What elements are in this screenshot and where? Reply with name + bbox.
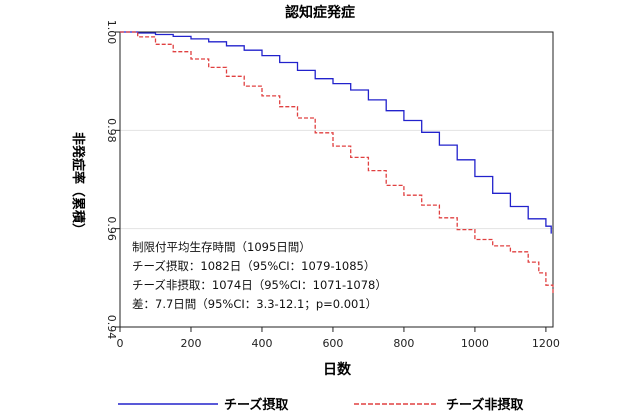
y-tick-label: 0.96 [105, 216, 118, 241]
chart-title: 認知症発症 [285, 4, 355, 21]
y-axis-label: 非発症率（累積） [70, 132, 86, 236]
y-axis: 0.94 0.96 0.98 1.00 [105, 20, 120, 340]
legend-label: チーズ非摂取 [446, 397, 524, 413]
x-tick-label: 800 [393, 337, 414, 350]
y-axis-label-group: 非発症率（累積） [70, 132, 86, 236]
x-tick-label: 1200 [532, 337, 560, 350]
annotation-line: 制限付平均生存時間（1095日間） [132, 240, 311, 254]
x-tick-label: 0 [117, 337, 124, 350]
y-tick-label: 1.00 [105, 20, 118, 45]
x-tick-label: 200 [180, 337, 201, 350]
annotation-line: チーズ非摂取：1074日（95%CI：1071-1078） [132, 278, 387, 292]
x-tick-label: 600 [322, 337, 343, 350]
x-axis: 0 200 400 600 800 1000 1200 [117, 327, 560, 350]
legend: チーズ摂取 チーズ非摂取 [118, 397, 524, 413]
legend-label: チーズ摂取 [224, 397, 289, 413]
x-tick-label: 400 [251, 337, 272, 350]
x-axis-label: 日数 [323, 361, 352, 378]
annotation-line: 差：7.7日間（95%CI：3.3-12.1；p=0.001） [132, 297, 377, 311]
y-tick-label: 0.98 [105, 118, 118, 143]
y-tick-label: 0.94 [105, 315, 118, 340]
x-tick-label: 1000 [461, 337, 489, 350]
series-line-0 [120, 31, 552, 234]
annotation-line: チーズ摂取：1082日（95%CI：1079-1085） [132, 259, 375, 273]
plot-frame [119, 31, 554, 328]
annotation-box: 制限付平均生存時間（1095日間） チーズ摂取：1082日（95%CI：1079-… [132, 240, 387, 311]
series-lines [120, 31, 554, 295]
series-line-1 [120, 31, 554, 295]
